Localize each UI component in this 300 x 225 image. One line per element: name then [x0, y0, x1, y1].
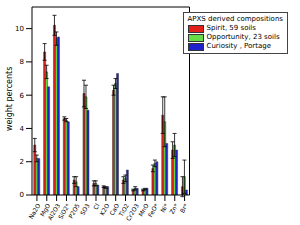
svg-text:MgO: MgO	[38, 202, 52, 218]
svg-text:Zn*: Zn*	[168, 202, 180, 215]
svg-text:Cl: Cl	[91, 202, 101, 211]
svg-text:10: 10	[15, 25, 24, 33]
svg-text:FeO*: FeO*	[146, 202, 160, 219]
svg-text:Al2O3: Al2O3	[46, 202, 62, 222]
svg-text:MnO: MnO	[136, 202, 150, 218]
svg-text:Ni*: Ni*	[158, 202, 170, 214]
html-text:Curiosity , Portage: Curiosity , Portage	[206, 42, 271, 50]
svg-text:6: 6	[20, 92, 25, 100]
svg-text:Br*: Br*	[178, 202, 189, 214]
svg-text:2: 2	[20, 158, 24, 166]
svg-text:4: 4	[20, 125, 25, 133]
html-text:Spirit, 59 soils: Spirit, 59 soils	[206, 24, 256, 32]
svg-text:weight percents: weight percents	[8, 67, 14, 131]
svg-text:K2O: K2O	[98, 202, 111, 217]
svg-text:0: 0	[20, 191, 24, 199]
svg-text:Na2O: Na2O	[27, 202, 42, 221]
svg-text:Cr2O3: Cr2O3	[124, 202, 140, 223]
svg-text:P2O5: P2O5	[66, 202, 81, 220]
html-text:Opportunity, 23 soils: Opportunity, 23 soils	[206, 33, 280, 41]
svg-text:SO3: SO3	[78, 202, 90, 216]
svg-text:TiO2: TiO2	[117, 202, 131, 218]
svg-text:SiO2*: SiO2*	[56, 202, 71, 221]
html-text:APXS derived compositions: APXS derived compositions	[187, 15, 283, 23]
svg-text:8: 8	[20, 58, 24, 66]
svg-text:CaO: CaO	[107, 202, 121, 217]
